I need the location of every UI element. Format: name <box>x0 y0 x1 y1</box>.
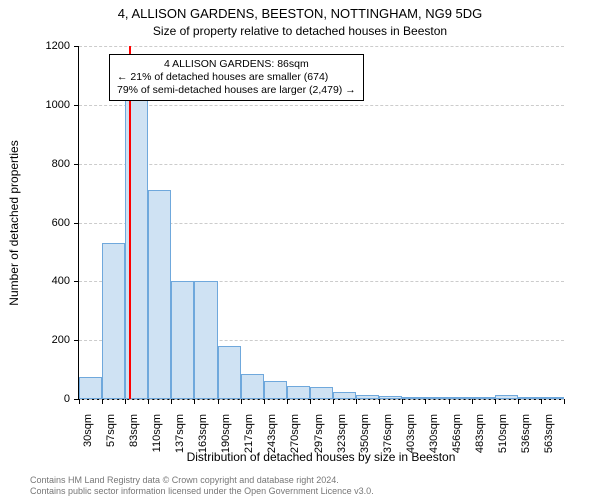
x-tick <box>333 399 334 404</box>
histogram-bar <box>287 386 310 399</box>
chart-subtitle: Size of property relative to detached ho… <box>0 24 600 38</box>
x-tick <box>241 399 242 404</box>
y-tick <box>74 164 79 165</box>
histogram-bar <box>472 397 495 399</box>
grid-line <box>74 46 564 47</box>
y-tick <box>74 46 79 47</box>
x-tick <box>425 399 426 404</box>
histogram-bar <box>264 381 287 399</box>
histogram-bar <box>241 374 264 399</box>
x-tick <box>518 399 519 404</box>
y-tick-label: 1000 <box>30 99 70 111</box>
annotation-box: 4 ALLISON GARDENS: 86sqm← 21% of detache… <box>109 54 364 101</box>
x-tick <box>356 399 357 404</box>
x-tick <box>102 399 103 404</box>
x-tick <box>287 399 288 404</box>
histogram-bar <box>148 190 171 399</box>
histogram-bar <box>333 392 356 399</box>
histogram-bar <box>379 396 402 399</box>
x-tick <box>449 399 450 404</box>
histogram-bar <box>356 395 379 399</box>
y-tick-label: 0 <box>30 393 70 405</box>
histogram-bar <box>171 281 194 399</box>
y-axis-label: Number of detached properties <box>7 140 21 305</box>
x-tick <box>148 399 149 404</box>
x-tick <box>379 399 380 404</box>
x-tick <box>495 399 496 404</box>
annotation-line: 79% of semi-detached houses are larger (… <box>117 84 356 97</box>
attribution-line-1: Contains HM Land Registry data © Crown c… <box>30 475 374 485</box>
histogram-bar <box>495 395 518 399</box>
x-tick <box>171 399 172 404</box>
y-tick <box>74 105 79 106</box>
plot-area: 02004006008001000120030sqm57sqm83sqm110s… <box>78 46 564 400</box>
histogram-bar <box>310 387 333 399</box>
y-tick-label: 400 <box>30 275 70 287</box>
y-tick <box>74 281 79 282</box>
y-tick <box>74 223 79 224</box>
x-tick <box>125 399 126 404</box>
histogram-bar <box>541 397 564 399</box>
x-tick <box>564 399 565 404</box>
y-tick <box>74 340 79 341</box>
figure: 4, ALLISON GARDENS, BEESTON, NOTTINGHAM,… <box>0 0 600 500</box>
chart-title: 4, ALLISON GARDENS, BEESTON, NOTTINGHAM,… <box>0 6 600 21</box>
y-tick-label: 200 <box>30 334 70 346</box>
y-tick-label: 800 <box>30 158 70 170</box>
histogram-bar <box>449 397 472 399</box>
histogram-bar <box>402 397 425 399</box>
histogram-bar <box>79 377 102 399</box>
x-tick <box>402 399 403 404</box>
annotation-line: 4 ALLISON GARDENS: 86sqm <box>117 58 356 71</box>
x-tick <box>472 399 473 404</box>
histogram-bar <box>102 243 125 399</box>
x-tick <box>194 399 195 404</box>
attribution-text: Contains HM Land Registry data © Crown c… <box>30 475 374 496</box>
x-tick <box>541 399 542 404</box>
histogram-bar <box>425 397 448 399</box>
y-tick-label: 600 <box>30 217 70 229</box>
x-tick <box>264 399 265 404</box>
histogram-bar <box>218 346 241 399</box>
x-tick <box>218 399 219 404</box>
y-tick-label: 1200 <box>30 40 70 52</box>
histogram-bar <box>194 281 217 399</box>
attribution-line-2: Contains public sector information licen… <box>30 486 374 496</box>
histogram-bar <box>518 397 541 399</box>
x-tick <box>79 399 80 404</box>
x-axis-label: Distribution of detached houses by size … <box>78 450 564 464</box>
x-tick <box>310 399 311 404</box>
annotation-line: ← 21% of detached houses are smaller (67… <box>117 71 356 84</box>
